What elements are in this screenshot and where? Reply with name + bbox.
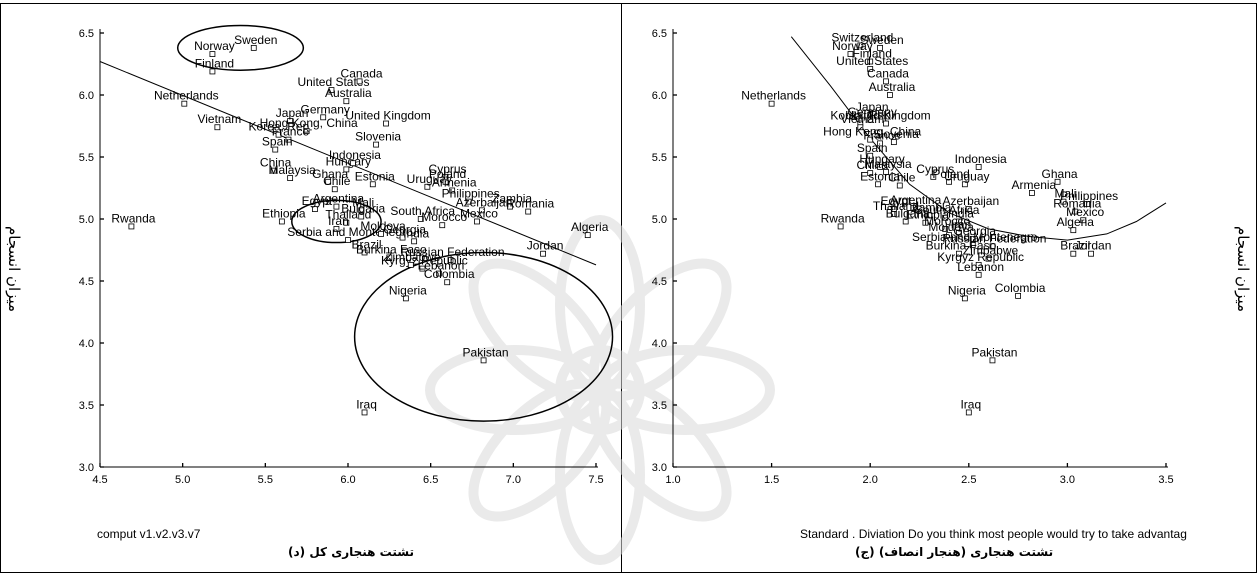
right-y-tick-label: 6.0 [652, 90, 667, 102]
right-x-tick-label: 2.0 [863, 474, 878, 486]
right-point-label: Australia [869, 80, 916, 94]
right-point-label: Pakistan [971, 345, 1017, 359]
right-point-label: Brazil [1060, 239, 1090, 253]
left-point-label: Romania [506, 197, 554, 211]
left-y-tick-label: 5.5 [79, 152, 94, 164]
left-x-axis-label: comput v1.v2.v3.v7 [97, 527, 200, 541]
left-point-label: Malaysia [268, 163, 316, 177]
right-point-label: Chile [888, 171, 916, 185]
left-highlight-ellipse [355, 252, 613, 421]
left-point-label: Germany [301, 102, 350, 116]
left-point-label: Rwanda [111, 211, 155, 225]
right-y-axis-label: میزان انسجام [1234, 219, 1252, 319]
left-x-tick-label: 6.0 [340, 474, 355, 486]
right-y-tick-label: 4.5 [652, 276, 667, 288]
scatter-chart-fairness-norm-dispersion: 3.0 3.5 4.0 4.5 5.0 5.5 6.0 6.5 1.0 1.5 2.0 2.5 3.0 3… [621, 0, 1257, 573]
left-x-tick-label: 6.5 [423, 474, 438, 486]
left-point-label: Spain [262, 135, 293, 149]
right-point-label: Canada [867, 66, 909, 80]
left-x-tick-label: 5.0 [175, 474, 190, 486]
left-point-label: Colombia [424, 267, 475, 281]
left-y-tick-label: 4.5 [79, 276, 94, 288]
right-point-label: Lebanon [957, 260, 1004, 274]
left-y-tick-label: 3.0 [79, 462, 94, 474]
left-point-label: Estonia [355, 169, 395, 183]
left-point-label: Australia [325, 86, 372, 100]
right-point-label: Iraq [960, 397, 981, 411]
right-figure-caption: (ج) تشتت هنجاری (هنجار انصاف) [855, 545, 1053, 559]
left-point-label: Jordan [527, 239, 564, 253]
right-point-label: Colombia [995, 281, 1046, 295]
left-point-label: Indonesia [329, 148, 381, 162]
scatter-chart-total-normative-dispersion: 3.0 3.5 4.0 4.5 5.0 5.5 6.0 6.5 4.5 5.0 5.5 6.0 6.5 7… [0, 0, 622, 573]
right-point-label: Slovenia [873, 127, 919, 141]
right-point-label: Netherlands [741, 89, 806, 103]
right-point-label: Uruguay [944, 169, 989, 183]
left-point-label: United Kingdom [345, 109, 430, 123]
left-y-tick-label: 6.0 [79, 90, 94, 102]
right-y-tick-label: 6.5 [652, 28, 667, 40]
left-point-label: India [403, 226, 429, 240]
left-point-label: Morocco [421, 210, 467, 224]
left-y-tick-label: 5.0 [79, 214, 94, 226]
right-point-label: Rwanda [821, 211, 865, 225]
right-x-tick-label: 2.5 [961, 474, 976, 486]
right-x-tick-label: 1.0 [665, 474, 680, 486]
left-x-tick-label: 7.5 [588, 474, 603, 486]
right-x-axis-label: Standard . Diviation Do you think most p… [800, 527, 1187, 541]
left-x-tick-label: 5.5 [258, 474, 273, 486]
left-y-tick-label: 4.0 [79, 338, 94, 350]
left-figure-caption: (د) تشتت هنجاری کل [288, 545, 414, 559]
left-point-label: Norway [194, 39, 235, 53]
left-point-label: Nigeria [389, 283, 427, 297]
left-point-label: Canada [341, 66, 383, 80]
left-x-tick-label: 4.5 [92, 474, 107, 486]
right-x-tick-label: 3.0 [1060, 474, 1075, 486]
left-point-label: Vietnam [197, 112, 241, 126]
left-point-label: Iraq [356, 397, 377, 411]
left-point-label: Sweden [234, 33, 277, 47]
left-point-label: Pakistan [463, 345, 509, 359]
right-x-tick-label: 1.5 [764, 474, 779, 486]
left-point-label: Netherlands [154, 89, 219, 103]
right-y-tick-label: 3.5 [652, 400, 667, 412]
left-y-tick-label: 3.5 [79, 400, 94, 412]
left-point-label: Algeria [571, 220, 609, 234]
left-x-tick-label: 7.0 [506, 474, 521, 486]
left-point-label: Slovenia [355, 130, 401, 144]
right-point-label: Armenia [1012, 178, 1057, 192]
right-point-label: Algeria [1057, 215, 1095, 229]
left-y-tick-label: 6.5 [79, 28, 94, 40]
right-point-label: Nigeria [948, 283, 986, 297]
right-y-tick-label: 5.0 [652, 214, 667, 226]
left-point-label: Ethiopia [262, 206, 306, 220]
left-point-label: Finland [195, 56, 234, 70]
left-point-label: Chile [323, 174, 351, 188]
left-y-axis-label: میزان انسجام [5, 219, 23, 319]
right-y-tick-label: 5.5 [652, 152, 667, 164]
right-y-tick-label: 3.0 [652, 462, 667, 474]
right-y-tick-label: 4.0 [652, 338, 667, 350]
right-x-tick-label: 3.5 [1158, 474, 1173, 486]
right-point-label: Indonesia [955, 152, 1007, 166]
left-point-label: Zimbabwe [385, 250, 441, 264]
